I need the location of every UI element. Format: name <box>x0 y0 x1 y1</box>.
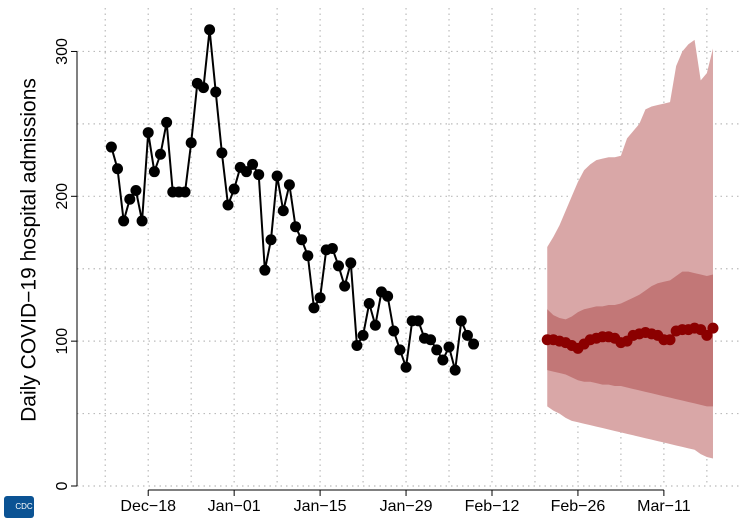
observed-point <box>431 344 443 356</box>
y-tick-label: 0 <box>54 481 71 490</box>
y-axis-label: Daily COVID−19 hospital admissions <box>18 78 41 422</box>
observed-point <box>357 329 369 341</box>
observed-point <box>339 280 351 292</box>
observed-point <box>265 234 277 246</box>
observed-point <box>449 364 461 376</box>
y-tick-label: 300 <box>54 38 71 65</box>
observed-point <box>394 344 406 356</box>
observed-point <box>345 257 357 269</box>
observed-point <box>468 338 480 350</box>
observed-point <box>412 315 424 327</box>
observed-point <box>333 260 345 272</box>
observed-point <box>455 315 467 327</box>
observed-point <box>154 148 166 160</box>
observed-point <box>161 116 173 128</box>
x-tick-label: Jan−01 <box>208 498 261 515</box>
observed-point <box>369 319 381 331</box>
observed-point <box>296 234 308 246</box>
observed-point <box>437 354 449 366</box>
observed-point <box>461 329 473 341</box>
observed-point <box>400 361 412 373</box>
observed-point <box>222 199 234 211</box>
forecast-median-point <box>701 329 713 341</box>
observed-point <box>314 292 326 304</box>
logo: CDC <box>4 496 34 518</box>
observed-point <box>112 163 124 175</box>
observed-point <box>105 141 117 153</box>
x-tick-label: Mar−11 <box>637 498 691 515</box>
observed-point <box>148 166 160 178</box>
observed-point <box>253 169 265 181</box>
observed-point <box>351 339 363 351</box>
observed-point <box>382 290 394 302</box>
observed-point <box>204 24 216 36</box>
observed-point <box>197 82 209 94</box>
y-tick-label: 200 <box>54 183 71 210</box>
observed-point <box>118 215 130 227</box>
observed-point <box>142 127 154 139</box>
observed-point <box>240 166 252 178</box>
observed-point <box>283 179 295 191</box>
y-tick-label: 100 <box>54 328 71 355</box>
observed-point <box>259 264 271 276</box>
observed-point <box>247 158 259 170</box>
x-tick-label: Jan−15 <box>294 498 347 515</box>
logo-text: CDC <box>15 502 33 511</box>
observed-point <box>302 250 314 262</box>
observed-point <box>130 185 142 197</box>
observed-point <box>228 183 240 195</box>
observed-point <box>290 221 302 233</box>
forecast-median-point <box>664 334 676 346</box>
forecast-median-point <box>707 322 719 334</box>
observed-point <box>271 170 283 182</box>
x-tick-label: Dec−18 <box>120 498 176 515</box>
observed-point <box>136 215 148 227</box>
observed-point <box>443 341 455 353</box>
observed-point <box>425 334 437 346</box>
observed-point <box>388 325 400 337</box>
x-tick-label: Feb−26 <box>551 498 606 515</box>
x-tick-label: Jan−29 <box>380 498 433 515</box>
observed-point <box>216 147 228 159</box>
observed-point <box>179 186 191 198</box>
observed-point <box>326 242 338 254</box>
observed-point <box>308 302 320 314</box>
logo-box <box>4 496 34 518</box>
observed-point <box>210 86 222 98</box>
observed-point <box>124 193 136 205</box>
observed-point <box>277 205 289 217</box>
x-tick-label: Feb−12 <box>465 498 520 515</box>
observed-point <box>363 297 375 309</box>
observed-point <box>185 137 197 149</box>
